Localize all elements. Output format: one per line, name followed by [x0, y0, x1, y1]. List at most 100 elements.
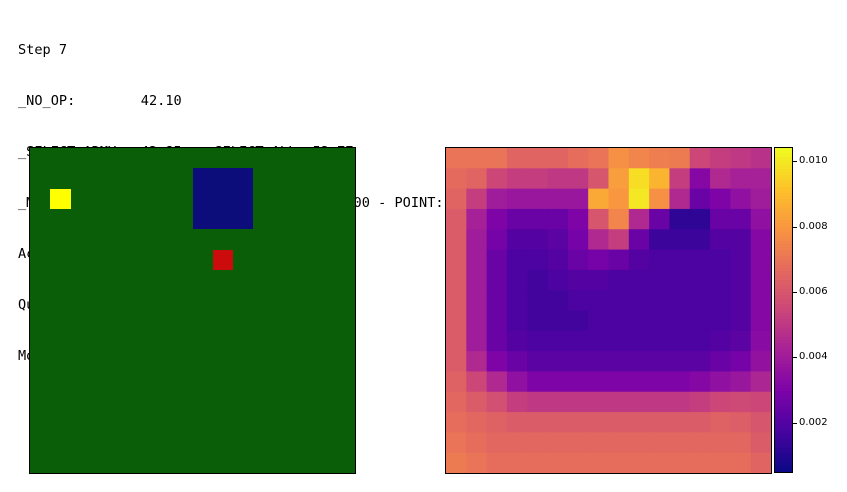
heatmap-cell	[669, 371, 691, 393]
heatmap-cell	[567, 452, 589, 473]
heatmap-cell	[486, 412, 508, 433]
heatmap-cell	[506, 432, 528, 454]
heatmap-cell	[689, 351, 711, 372]
heatmap-cell	[649, 229, 670, 251]
colorbar-tick	[793, 357, 797, 358]
colorbar-segment	[775, 439, 792, 443]
heatmap-cell	[506, 249, 528, 271]
colorbar-segment	[775, 430, 792, 434]
heatmap-cell	[710, 371, 731, 393]
heatmap-cell	[649, 188, 670, 210]
colorbar-segment	[775, 412, 792, 416]
colorbar-segment	[775, 331, 792, 335]
colorbar-segment	[775, 322, 792, 326]
colorbar-segment	[775, 406, 792, 410]
heatmap-cell	[669, 249, 691, 271]
heatmap-cell	[466, 310, 488, 332]
heatmap-cell	[446, 188, 467, 210]
colorbar-segment	[775, 265, 792, 269]
heatmap-cell	[608, 351, 630, 372]
colorbar-tick	[793, 161, 797, 162]
heatmap-cell	[689, 452, 711, 473]
heatmap-cell	[710, 208, 731, 230]
heatmap-cell	[446, 249, 467, 271]
colorbar-segment	[775, 361, 792, 365]
colorbar-segment	[775, 193, 792, 197]
heatmap-cell	[588, 229, 609, 251]
heatmap-cell	[710, 249, 731, 271]
heatmap-cell	[506, 269, 528, 291]
colorbar-segment	[775, 196, 792, 200]
heatmap-cell	[608, 452, 630, 473]
colorbar-segment	[775, 202, 792, 206]
heatmap-cell	[486, 249, 508, 271]
heatmap-cell	[588, 432, 609, 454]
heatmap-cell	[750, 249, 771, 271]
heatmap-cell	[547, 391, 569, 413]
heatmap-cell	[750, 391, 771, 413]
heatmap-cell	[669, 432, 691, 454]
no-op-score: _NO_OP: 42.10	[18, 93, 182, 109]
heatmap-cell	[750, 330, 771, 352]
colorbar-segment	[775, 382, 792, 386]
heatmap-cell	[466, 208, 488, 230]
colorbar-segment	[775, 253, 792, 257]
heatmap-cell	[588, 148, 609, 169]
heatmap-cell	[710, 452, 731, 473]
heatmap-cell	[608, 148, 630, 169]
heatmap-cell	[588, 371, 609, 393]
heatmap-cell	[750, 432, 771, 454]
heatmap-cell	[547, 310, 569, 332]
heatmap-cell	[649, 452, 670, 473]
heatmap-cell	[710, 351, 731, 372]
colorbar-segment	[775, 283, 792, 287]
colorbar-segment	[775, 364, 792, 368]
heatmap-cell	[649, 168, 670, 190]
colorbar-tick-label: 0.006	[799, 286, 828, 297]
heatmap-cell	[527, 412, 549, 433]
heatmap-cell	[527, 249, 549, 271]
heatmap-cell	[486, 310, 508, 332]
heatmap-cell	[506, 371, 528, 393]
heatmap-cell	[689, 269, 711, 291]
heatmap-cell	[689, 330, 711, 352]
heatmap-cell	[608, 249, 630, 271]
colorbar-segment	[775, 238, 792, 242]
heatmap-cell	[466, 330, 488, 352]
heatmap-cell	[506, 168, 528, 190]
heatmap-cell	[669, 208, 691, 230]
heatmap-cell	[730, 188, 752, 210]
colorbar-segment	[775, 169, 792, 173]
heatmap-cell	[750, 310, 771, 332]
heatmap-cell	[669, 351, 691, 372]
colorbar-segment	[775, 376, 792, 380]
heatmap-cell	[466, 290, 488, 311]
heatmap-cell	[446, 229, 467, 251]
colorbar-segment	[775, 457, 792, 461]
heatmap-cell	[689, 290, 711, 311]
heatmap-cell	[730, 148, 752, 169]
heatmap-cell	[567, 148, 589, 169]
colorbar-segment	[775, 436, 792, 440]
colorbar-segment	[775, 415, 792, 419]
heatmap-cell	[730, 269, 752, 291]
heatmap-cell	[486, 330, 508, 352]
colorbar-segment	[775, 289, 792, 293]
heatmap-cell	[710, 269, 731, 291]
heatmap-cell	[669, 412, 691, 433]
heatmap-cell	[547, 452, 569, 473]
heatmap-cell	[567, 188, 589, 210]
heatmap-cell	[730, 351, 752, 372]
colorbar-segment	[775, 184, 792, 188]
heatmap-cell	[750, 412, 771, 433]
heatmap-cell	[527, 168, 549, 190]
colorbar-segment	[775, 316, 792, 320]
heatmap-cell	[446, 148, 467, 169]
colorbar-segment	[775, 448, 792, 452]
colorbar-segment	[775, 163, 792, 167]
colorbar-segment	[775, 262, 792, 266]
heatmap-cell	[466, 229, 488, 251]
colorbar-segment	[775, 460, 792, 464]
heatmap-cell	[628, 452, 650, 473]
heatmap-cell	[669, 391, 691, 413]
